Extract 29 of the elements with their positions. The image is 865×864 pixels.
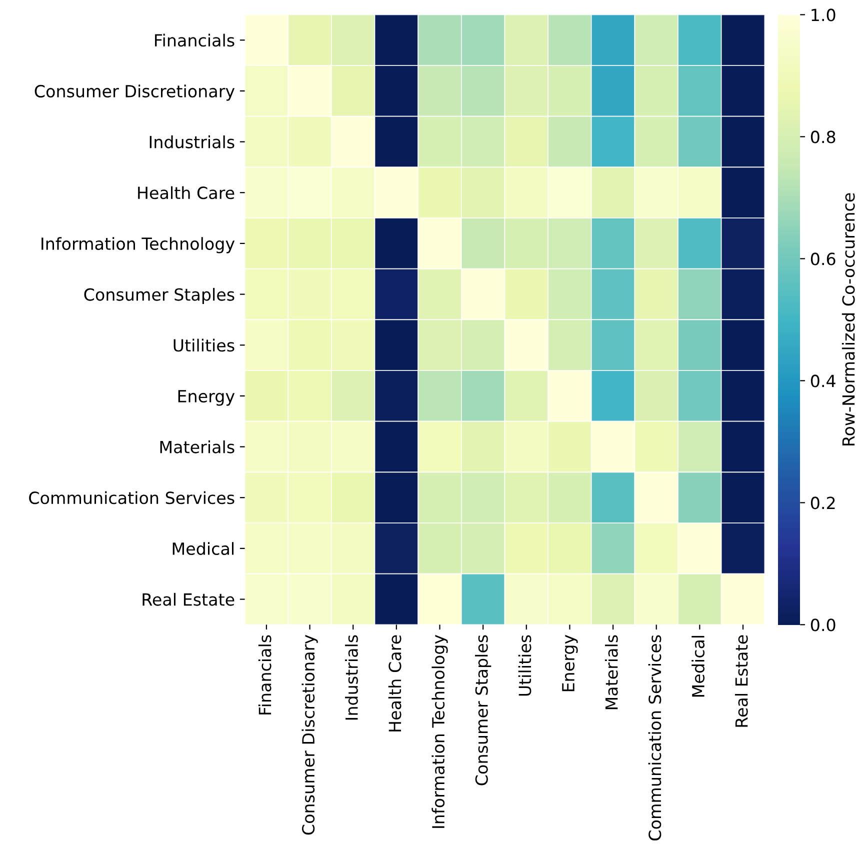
x-tick-label: Materials <box>604 635 618 710</box>
y-tick-label: Materials <box>160 440 234 454</box>
color-bar-label: 0.2 <box>810 496 835 510</box>
y-tick-label: Industrials <box>150 135 234 148</box>
color-bar-label: 0.6 <box>810 252 836 266</box>
x-tick-label: Energy <box>562 634 578 692</box>
x-tick-label: Utilities <box>518 635 532 696</box>
x-tick-label: Medical <box>692 636 705 697</box>
x-tick-label: Consumer Staples <box>475 635 492 786</box>
y-tick-label: Consumer Discretionary <box>34 84 235 101</box>
y-tick-label: Real Estate <box>142 592 234 606</box>
color-bar-title: Row-Normalized Co-occurence <box>842 193 855 446</box>
y-tick-label: Communication Services <box>29 491 234 504</box>
y-tick-label: Medical <box>172 542 234 555</box>
color-bar-label: 1.0 <box>812 8 836 22</box>
x-tick-label: Communication Services <box>648 635 662 840</box>
x-tick-label: Information Technology <box>432 634 448 828</box>
x-tick-label: Real Estate <box>734 635 748 727</box>
y-tick-label: Financials <box>155 34 234 47</box>
color-bar-label: 0.0 <box>810 618 836 632</box>
color-bar-label: 0.8 <box>810 130 836 144</box>
y-tick-label: Consumer Staples <box>84 288 234 304</box>
color-bar-label: 0.4 <box>810 374 836 388</box>
y-tick-label: Information Technology <box>42 237 235 254</box>
y-tick-label: Health Care <box>138 186 234 200</box>
y-tick-label: Utilities <box>174 338 234 352</box>
y-tick-label: Energy <box>178 390 235 406</box>
x-tick-label: Industrials <box>345 635 358 720</box>
x-tick-label: Health Care <box>388 635 402 732</box>
